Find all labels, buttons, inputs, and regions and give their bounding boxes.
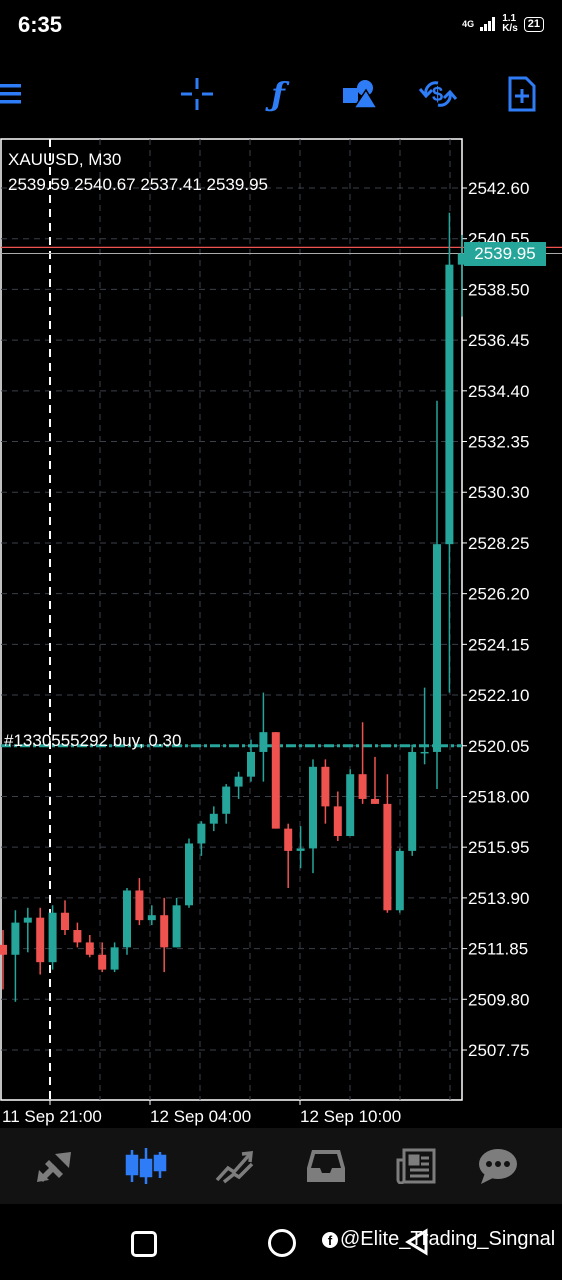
candle-body (110, 947, 119, 970)
candle-body (433, 544, 441, 752)
candle-body (234, 776, 243, 787)
status-icons: 4G 1.1 K/s 21 (462, 14, 544, 34)
status-time: 6:35 (18, 12, 63, 37)
trade-icon[interactable]: $ (418, 72, 458, 116)
candle-body (0, 944, 7, 955)
system-navigation-bar (0, 1204, 562, 1280)
y-tick-label: 2528.25 (468, 534, 529, 553)
candle-body (309, 766, 317, 849)
y-tick-label: 2538.50 (468, 280, 529, 299)
candle-body (271, 732, 280, 829)
y-tick-label: 2536.45 (468, 331, 529, 350)
candle-body (23, 917, 32, 923)
x-tick-label: 12 Sep 10:00 (300, 1107, 401, 1126)
nav-history-icon[interactable] (296, 1142, 356, 1190)
y-tick-label: 2513.90 (468, 889, 529, 908)
chart-symbol: XAUUSD, M30 (8, 150, 122, 169)
candle-body (36, 917, 45, 963)
watermark-text: @Elite_Trading_Singnal (340, 1228, 556, 1250)
candle-body (147, 915, 156, 921)
bottom-navigation (0, 1128, 562, 1204)
watermark: f @Elite_Trading_Singnal (322, 1228, 555, 1251)
y-tick-label: 2532.35 (468, 433, 529, 452)
nav-messages-icon[interactable] (468, 1142, 528, 1190)
candle-body (123, 890, 131, 948)
candle-body (61, 912, 69, 931)
x-tick-label: 12 Sep 04:00 (150, 1107, 251, 1126)
candle-body (457, 253, 466, 265)
y-tick-label: 2534.40 (468, 382, 529, 401)
signal-icon (480, 17, 496, 31)
y-tick-label: 2522.10 (468, 686, 529, 705)
y-tick-label: 2518.00 (468, 787, 529, 806)
nav-trade-icon[interactable] (206, 1142, 266, 1190)
network-type: 4G (462, 19, 475, 29)
net-speed-unit: K/s (502, 23, 518, 34)
candle-body (420, 751, 429, 754)
candle-body (160, 915, 169, 948)
candle-body (259, 732, 268, 752)
candle-body (383, 803, 392, 911)
candle-body (333, 806, 342, 837)
y-tick-label: 2526.20 (468, 585, 529, 604)
y-tick-label: 2515.95 (468, 838, 529, 857)
new-order-icon[interactable] (502, 72, 542, 116)
crosshair-icon[interactable] (177, 72, 217, 116)
candle-body (209, 813, 218, 824)
candle-body (346, 774, 355, 837)
objects-icon[interactable] (340, 72, 380, 116)
current-price-label: 2539.95 (464, 242, 546, 266)
candle-body (73, 930, 82, 943)
candle-body (197, 823, 206, 844)
candlestick-chart[interactable]: 2542.602540.552538.502536.452534.402532.… (0, 138, 562, 1138)
candle-body (135, 890, 144, 921)
candle-body (85, 942, 94, 955)
price-chart[interactable]: 2542.60 2540.55 2538.50 2536.45 2534.40 2532.… (0, 138, 562, 1138)
svg-text:$: $ (432, 84, 443, 106)
candle-body (172, 905, 181, 948)
y-tick-label: 2524.15 (468, 635, 529, 654)
facebook-icon: f (322, 1231, 338, 1248)
y-tick-label: 2530.30 (468, 483, 529, 502)
function-icon[interactable]: ƒ (271, 75, 285, 113)
y-tick-label: 2542.60 (468, 179, 529, 198)
order-label[interactable]: #1330555292 buy, 0.30 (4, 731, 182, 750)
y-tick-label: 2511.85 (468, 940, 528, 959)
candle-body (48, 912, 57, 963)
candle-body (222, 786, 231, 814)
chart-ohlc: 2539.59 2540.67 2537.41 2539.95 (8, 175, 268, 194)
recents-button[interactable] (131, 1231, 157, 1257)
net-speed-value: 1.1 (502, 13, 517, 24)
candle-body (185, 843, 193, 906)
candle-body (358, 774, 367, 799)
candle-body (395, 850, 404, 911)
y-tick-label: 2509.80 (468, 990, 529, 1009)
home-button[interactable] (268, 1229, 296, 1257)
y-tick-label: 2507.75 (468, 1041, 529, 1060)
candle-body (98, 954, 107, 970)
battery-icon: 21 (523, 16, 544, 32)
nav-chart-icon[interactable] (116, 1142, 176, 1190)
candle-body (371, 798, 379, 804)
candle-body (247, 751, 255, 777)
candle-body (296, 848, 305, 851)
candle-body (321, 766, 330, 807)
menu-icon[interactable] (0, 72, 26, 116)
nav-quotes-icon[interactable] (26, 1142, 86, 1190)
y-tick-label: 2520.05 (468, 737, 529, 756)
candle-body (445, 264, 454, 545)
candle-body (11, 922, 20, 955)
candle-body (408, 751, 417, 851)
back-button[interactable] (404, 1228, 430, 1256)
nav-news-icon[interactable] (386, 1142, 446, 1190)
x-tick-label: 11 Sep 21:00 (2, 1107, 102, 1126)
chart-frame (0, 138, 463, 1101)
candle-body (284, 828, 293, 851)
